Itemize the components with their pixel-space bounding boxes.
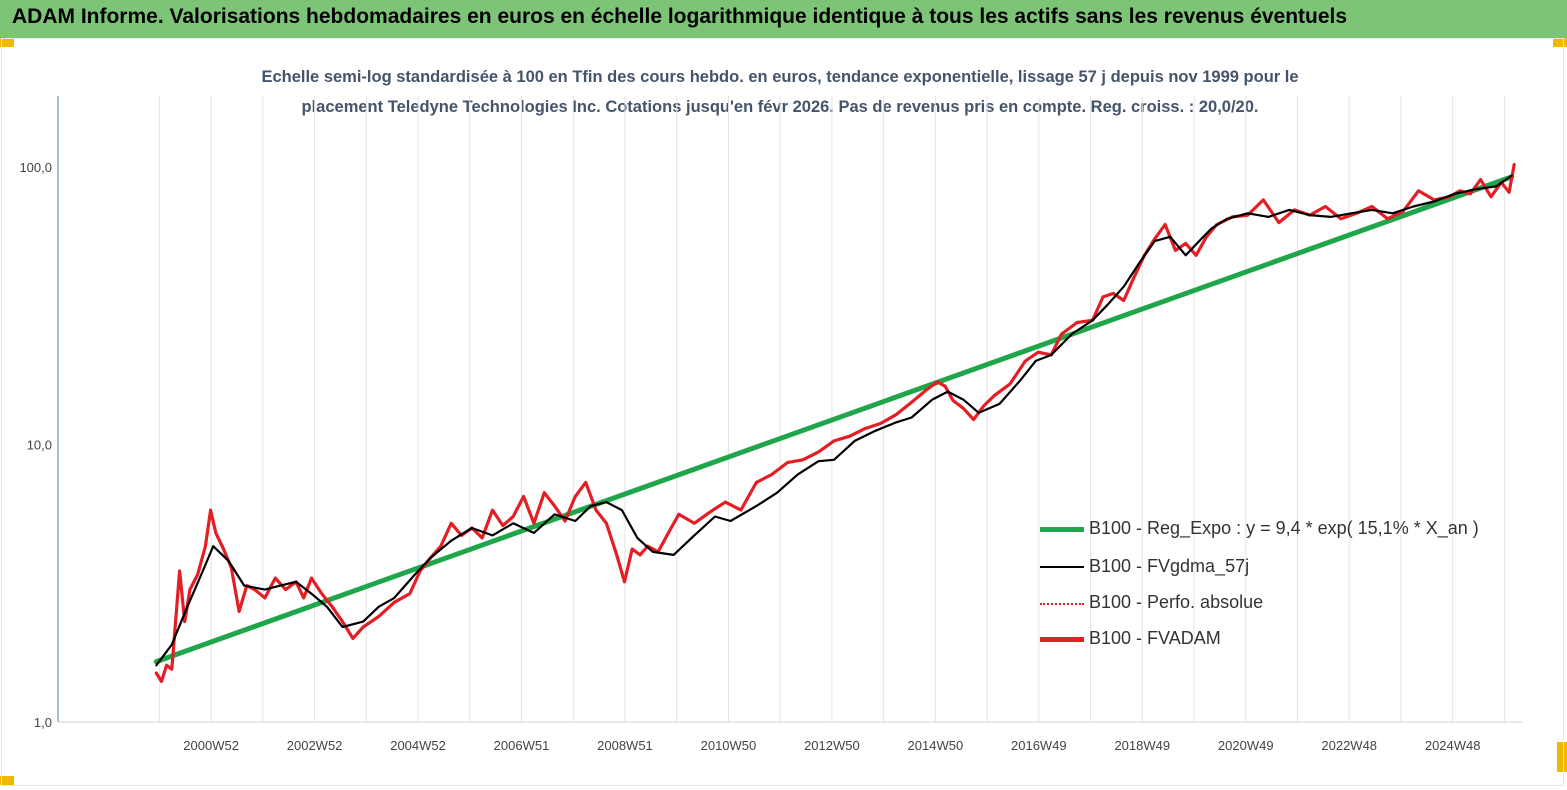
x-tick-label: 2022W48 [1321, 738, 1377, 753]
legend-item-perfo: B100 - Perfo. absolue [1040, 592, 1510, 616]
legend-label-perfo: B100 - Perfo. absolue [1089, 592, 1264, 612]
legend-label-fvgdma: B100 - FVgdma_57j [1089, 556, 1250, 576]
legend-item-fvgdma: B100 - FVgdma_57j [1040, 556, 1510, 580]
y-tick-label: 10,0 [27, 437, 52, 452]
corner-accent-bottom-right [1557, 742, 1567, 772]
x-tick-label: 2016W49 [1011, 738, 1067, 753]
x-tick-label: 2010W50 [701, 738, 757, 753]
series-line-reg-expo [153, 174, 1515, 665]
corner-accent-top-right [1553, 38, 1567, 47]
x-tick-label: 2024W48 [1425, 738, 1481, 753]
series-line-fvgdma [155, 174, 1513, 667]
y-tick-label: 100,0 [19, 160, 52, 175]
legend-item-fvadam: B100 - FVADAM [1040, 628, 1510, 652]
legend-label-fvadam: B100 - FVADAM [1089, 628, 1221, 648]
chart-frame [1, 38, 1564, 786]
header-bar: ADAM Informe. Valorisations hebdomadaire… [0, 0, 1567, 38]
x-tick-label: 2014W50 [908, 738, 964, 753]
corner-accent-top-left [0, 38, 14, 47]
x-tick-label: 2006W51 [494, 738, 550, 753]
corner-accent-bottom-left [0, 776, 14, 785]
y-tick-label: 1,0 [34, 715, 52, 730]
legend-swatch-reg-expo [1040, 527, 1084, 532]
x-tick-label: 2004W52 [390, 738, 446, 753]
header-title: ADAM Informe. Valorisations hebdomadaire… [12, 5, 1348, 28]
legend-item-reg-expo: B100 - Reg_Expo : y = 9,4 * exp( 15,1% *… [1040, 518, 1510, 542]
x-tick-label: 2020W49 [1218, 738, 1274, 753]
x-tick-label: 2012W50 [804, 738, 860, 753]
legend-swatch-fvadam [1040, 637, 1084, 642]
x-tick-label: 2002W52 [287, 738, 343, 753]
x-tick-label: 2008W51 [597, 738, 653, 753]
legend-swatch-fvgdma [1040, 566, 1084, 568]
x-tick-label: 2000W52 [183, 738, 239, 753]
legend-label-reg-expo: B100 - Reg_Expo : y = 9,4 * exp( 15,1% *… [1089, 518, 1479, 538]
chart-subtitle-line1: Echelle semi-log standardisée à 100 en T… [261, 68, 1299, 86]
legend-swatch-perfo [1040, 603, 1084, 605]
x-tick-label: 2018W49 [1114, 738, 1170, 753]
series-line-fvadam [154, 162, 1516, 684]
